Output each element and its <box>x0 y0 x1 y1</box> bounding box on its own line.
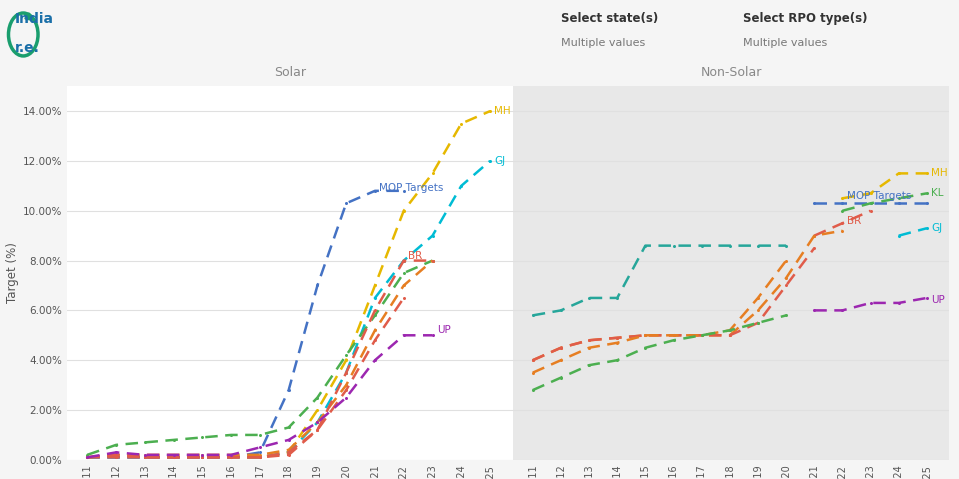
Text: Non-Solar: Non-Solar <box>701 66 761 79</box>
Text: UP: UP <box>436 325 451 335</box>
Text: MOP Targets: MOP Targets <box>379 183 443 194</box>
Text: MH: MH <box>494 106 511 116</box>
FancyArrowPatch shape <box>26 14 32 20</box>
Text: BR: BR <box>408 251 422 261</box>
Text: Multiple values: Multiple values <box>743 38 828 48</box>
Text: MH: MH <box>931 169 947 178</box>
Text: MOP Targets: MOP Targets <box>847 191 911 201</box>
Text: Select state(s): Select state(s) <box>561 12 658 25</box>
Text: GJ: GJ <box>931 223 942 233</box>
Text: BR: BR <box>847 216 861 226</box>
Text: GJ: GJ <box>494 156 505 166</box>
Text: Multiple values: Multiple values <box>561 38 645 48</box>
Text: r.e.: r.e. <box>14 41 39 55</box>
Text: India: India <box>14 12 54 26</box>
Text: KL: KL <box>931 188 944 198</box>
Text: Solar: Solar <box>274 66 306 79</box>
Y-axis label: Target (%): Target (%) <box>6 242 18 304</box>
Text: Select RPO type(s): Select RPO type(s) <box>743 12 868 25</box>
Text: UP: UP <box>931 296 945 306</box>
